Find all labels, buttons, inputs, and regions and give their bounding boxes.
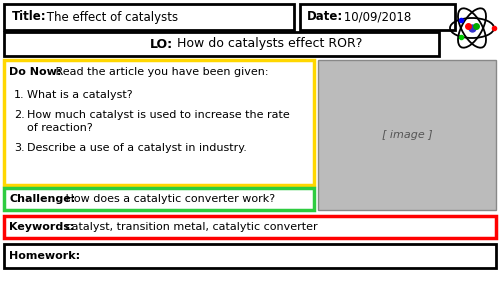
Text: catalyst, transition metal, catalytic converter: catalyst, transition metal, catalytic co… <box>62 222 318 232</box>
Text: [ image ]: [ image ] <box>382 130 432 140</box>
Text: 10/09/2018: 10/09/2018 <box>340 10 411 24</box>
Text: The effect of catalysts: The effect of catalysts <box>43 10 178 24</box>
Text: How does a catalytic converter work?: How does a catalytic converter work? <box>62 194 275 204</box>
Text: Homework:: Homework: <box>9 251 80 261</box>
FancyBboxPatch shape <box>4 216 496 238</box>
Text: What is a catalyst?: What is a catalyst? <box>27 90 132 100</box>
Text: Challenge:: Challenge: <box>9 194 75 204</box>
Text: 1.: 1. <box>14 90 24 100</box>
Text: Date:: Date: <box>307 10 343 24</box>
Text: How do catalysts effect ROR?: How do catalysts effect ROR? <box>173 37 362 51</box>
FancyBboxPatch shape <box>4 244 496 268</box>
Text: How much catalyst is used to increase the rate: How much catalyst is used to increase th… <box>27 110 290 120</box>
Text: Describe a use of a catalyst in industry.: Describe a use of a catalyst in industry… <box>27 143 247 153</box>
FancyBboxPatch shape <box>318 60 496 210</box>
Text: Keywords:: Keywords: <box>9 222 74 232</box>
Text: of reaction?: of reaction? <box>27 123 93 133</box>
Text: Title:: Title: <box>12 10 46 24</box>
FancyBboxPatch shape <box>300 4 455 30</box>
FancyBboxPatch shape <box>4 60 314 185</box>
Text: 2.: 2. <box>14 110 25 120</box>
Text: Do Now:: Do Now: <box>9 67 62 77</box>
FancyBboxPatch shape <box>4 32 439 56</box>
Text: Read the article you have been given:: Read the article you have been given: <box>52 67 268 77</box>
Text: 3.: 3. <box>14 143 24 153</box>
Text: LO:: LO: <box>150 37 173 51</box>
FancyBboxPatch shape <box>4 188 314 210</box>
FancyBboxPatch shape <box>4 4 294 30</box>
